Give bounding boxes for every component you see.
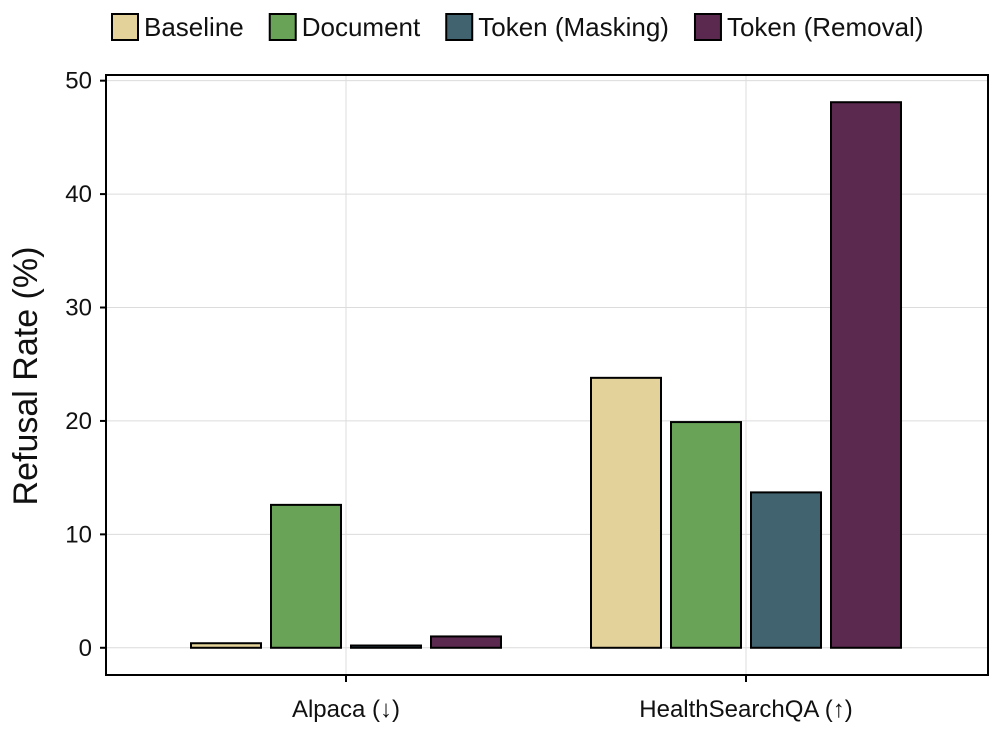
legend-swatch <box>445 13 474 41</box>
bar-token-masking-1 <box>750 491 822 649</box>
grid <box>106 75 988 675</box>
y-tick-label: 30 <box>65 295 92 322</box>
y-tick-label: 20 <box>65 408 92 435</box>
y-tick-label: 0 <box>79 635 92 662</box>
bar-token-removal-1 <box>830 101 902 649</box>
legend-label: Token (Masking) <box>478 12 669 42</box>
y-axis-label: Refusal Rate (%) <box>7 247 45 506</box>
y-tick-label: 40 <box>65 181 92 208</box>
x-tick-label: Alpaca (↓) <box>292 696 400 723</box>
legend-label: Token (Removal) <box>727 12 924 42</box>
legend-item: Token (Removal) <box>693 12 924 42</box>
bar-baseline-0 <box>190 642 262 649</box>
y-tick-label: 10 <box>65 521 92 548</box>
plot-frame <box>105 74 989 676</box>
legend-swatch <box>268 13 297 41</box>
legend-item: Document <box>268 12 421 42</box>
bars <box>190 101 902 649</box>
legend-item: Token (Masking) <box>445 12 669 42</box>
legend-label: Baseline <box>144 12 244 42</box>
legend-swatch <box>693 13 722 41</box>
legend: Baseline Document Token (Masking) Token (Re… <box>111 12 924 42</box>
bar-token-removal-0 <box>430 635 502 649</box>
axes: 0 10 20 30 40 50 Alpaca (↓) HealthSearchQA (↑) <box>65 68 852 723</box>
y-tick-label: 50 <box>65 68 92 95</box>
legend-item: Baseline <box>111 12 244 42</box>
legend-label: Document <box>302 12 421 42</box>
x-tick-label: HealthSearchQA (↑) <box>639 696 852 723</box>
legend-swatch <box>111 13 139 41</box>
bar-document-1 <box>670 421 742 649</box>
bar-document-0 <box>270 503 342 649</box>
bar-token-masking-0 <box>350 644 422 649</box>
bar-baseline-1 <box>590 376 662 649</box>
